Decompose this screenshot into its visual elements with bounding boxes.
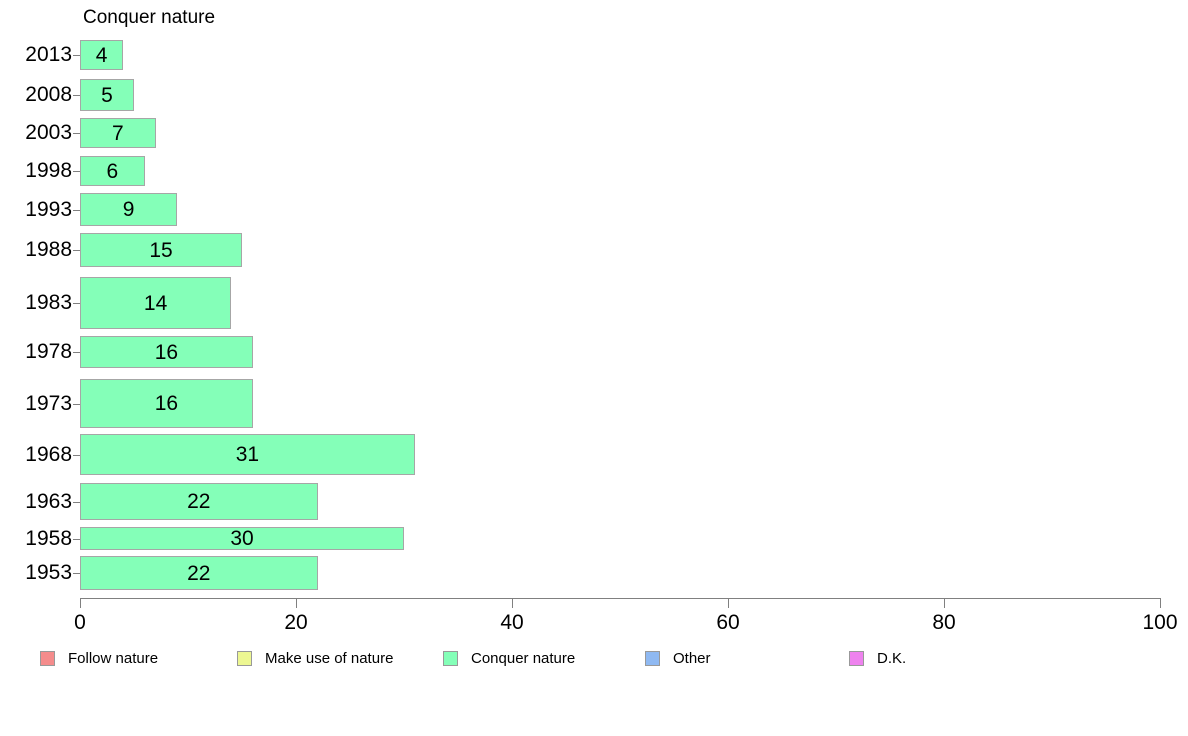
legend-conquer-nature-swatch-icon xyxy=(443,650,458,666)
legend-dk-swatch-icon xyxy=(849,650,864,666)
y-axis-tick xyxy=(73,404,80,405)
y-axis-label-1968: 1968 xyxy=(25,442,72,466)
y-axis-tick xyxy=(73,55,80,56)
legend-dk: D.K. xyxy=(849,649,907,667)
bar-1968: 31 xyxy=(80,434,415,475)
y-axis-tick xyxy=(73,95,80,96)
legend-other-swatch-icon xyxy=(645,650,660,666)
bar-value-label-1973: 16 xyxy=(154,392,179,415)
legend-conquer-nature: Conquer nature xyxy=(443,649,576,667)
chart-title: Conquer nature xyxy=(83,7,216,28)
legend-make-use-of-nature-label: Make use of nature xyxy=(265,649,394,667)
x-axis-tick-label: 0 xyxy=(74,611,86,634)
legend-other: Other xyxy=(645,649,711,667)
bar-1988: 15 xyxy=(80,233,242,267)
y-axis-label-1998: 1998 xyxy=(25,159,72,182)
bar-value-label-1988: 15 xyxy=(149,238,173,262)
legend-dk-label: D.K. xyxy=(877,649,907,667)
bar-value-label-1993: 9 xyxy=(122,198,135,221)
y-axis-label-1958: 1958 xyxy=(25,526,72,550)
legend-other-label: Other xyxy=(673,649,711,667)
bar-1983: 14 xyxy=(80,277,232,329)
bar-value-label-1978: 16 xyxy=(154,340,179,364)
bar-1998: 6 xyxy=(80,156,145,186)
bar-value-label-1998: 6 xyxy=(106,159,119,183)
bar-value-label-2008: 5 xyxy=(101,83,113,107)
bar-value-label-2003: 7 xyxy=(111,121,124,145)
bar-value-label-1983: 14 xyxy=(143,291,168,315)
y-axis-label-1973: 1973 xyxy=(25,391,72,415)
y-axis-label-1988: 1988 xyxy=(25,238,72,261)
x-axis-tick xyxy=(80,598,81,608)
bar-2003: 7 xyxy=(80,118,156,148)
y-axis-label-2008: 2008 xyxy=(25,83,72,106)
bar-value-label-1963: 22 xyxy=(187,490,211,513)
bar-2008: 5 xyxy=(80,79,134,111)
y-axis-label-2003: 2003 xyxy=(25,121,72,144)
y-axis-label-1993: 1993 xyxy=(25,197,72,221)
y-axis-label-1983: 1983 xyxy=(25,291,72,314)
legend-make-use-of-nature-swatch-icon xyxy=(237,650,252,666)
x-axis-tick xyxy=(728,598,729,608)
x-axis-tick xyxy=(296,598,297,608)
x-axis-tick xyxy=(512,598,513,608)
x-axis-tick-label: 60 xyxy=(716,611,740,634)
bar-1993: 9 xyxy=(80,193,178,226)
x-axis-tick-label: 100 xyxy=(1142,611,1178,634)
y-axis-tick xyxy=(73,455,80,456)
bar-1973: 16 xyxy=(80,379,253,428)
x-axis-tick-label: 80 xyxy=(932,611,956,634)
x-axis-tick xyxy=(944,598,945,608)
y-axis-tick xyxy=(73,352,80,353)
y-axis-tick xyxy=(73,250,80,251)
bar-1963: 22 xyxy=(80,483,318,520)
y-axis-tick xyxy=(73,573,80,574)
x-axis-tick-label: 40 xyxy=(500,611,524,634)
legend-make-use-of-nature: Make use of nature xyxy=(237,649,394,667)
y-axis-tick xyxy=(73,210,80,211)
legend-follow-nature: Follow nature xyxy=(40,649,159,667)
y-axis-label-1963: 1963 xyxy=(25,489,72,513)
bar-value-label-1968: 31 xyxy=(235,443,260,466)
y-axis-tick xyxy=(73,171,80,172)
bar-value-label-2013: 4 xyxy=(95,43,108,67)
bar-1978: 16 xyxy=(80,336,253,368)
legend-follow-nature-label: Follow nature xyxy=(68,649,159,667)
bar-2013: 4 xyxy=(80,40,124,70)
y-axis-tick xyxy=(73,133,80,134)
x-axis-line xyxy=(80,598,1160,599)
x-axis-tick xyxy=(1160,598,1161,608)
legend-conquer-nature-label: Conquer nature xyxy=(471,649,576,667)
y-axis-tick xyxy=(73,502,80,503)
y-axis-label-2013: 2013 xyxy=(25,43,72,66)
bar-1953: 22 xyxy=(80,556,318,590)
y-axis-label-1953: 1953 xyxy=(25,561,72,584)
x-axis-tick-label: 20 xyxy=(284,611,308,634)
y-axis-tick xyxy=(73,539,80,540)
bar-1958: 30 xyxy=(80,527,404,550)
y-axis-label-1978: 1978 xyxy=(25,340,72,363)
bar-value-label-1958: 30 xyxy=(230,527,254,550)
legend-follow-nature-swatch-icon xyxy=(40,650,55,666)
bar-value-label-1953: 22 xyxy=(187,561,211,585)
y-axis-tick xyxy=(73,303,80,304)
